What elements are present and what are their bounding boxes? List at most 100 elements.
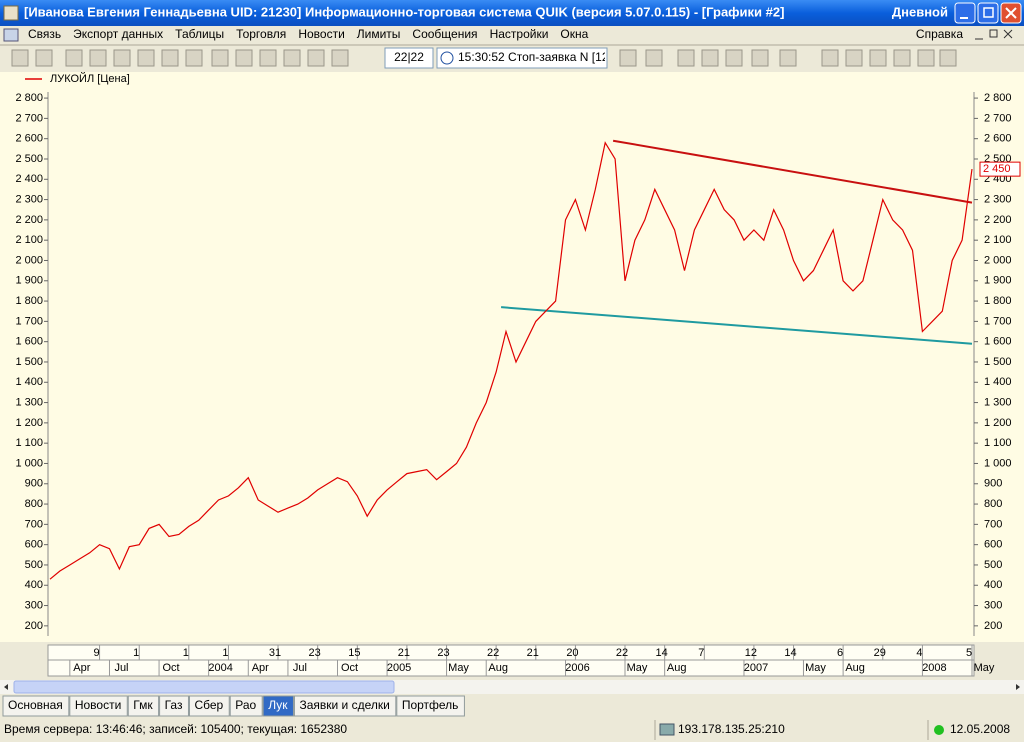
y2-tick-label: 1 600 [984,336,1012,348]
tool-button[interactable] [259,49,277,67]
y-tick-label: 2 400 [15,173,43,185]
tool-button[interactable] [821,49,839,67]
tab-label[interactable]: Газ [165,698,183,712]
menu-item[interactable]: Окна [560,27,588,41]
y2-tick-label: 1 100 [984,437,1012,449]
tool-button[interactable] [137,49,155,67]
y2-tick-label: 1 200 [984,417,1012,429]
tool-button[interactable] [65,49,83,67]
tab-label[interactable]: Заявки и сделки [299,698,389,712]
y2-tick-label: 1 000 [984,457,1012,469]
y-tick-label: 2 500 [15,153,43,165]
message: 15:30:52 Стоп-заявка N [122 [458,50,615,64]
mdi-buttons[interactable] [975,29,1013,40]
menu-item[interactable]: Настройки [490,27,549,41]
x-day-label: 15 [348,647,360,659]
tab-label[interactable]: Лук [268,698,288,712]
tool-button[interactable] [677,49,695,67]
x-day-label: 7 [698,647,704,659]
tool-button[interactable] [89,49,107,67]
x-day-label: 14 [656,647,668,659]
tool-button[interactable] [185,49,203,67]
menu-item[interactable]: Новости [298,27,344,41]
tool-button[interactable] [701,49,719,67]
menu-item[interactable]: Связь [28,27,61,41]
close-icon [1005,7,1017,19]
tool-button[interactable] [779,49,797,67]
tool-button[interactable] [283,49,301,67]
x-tick-label: May [805,662,826,674]
menu-item[interactable]: Сообщения [412,27,477,41]
menu-item[interactable]: Таблицы [175,27,224,41]
menu-item[interactable]: Экспорт данных [73,27,163,41]
toolbar [11,49,957,67]
tool-button[interactable] [331,49,349,67]
maximize-button[interactable] [977,2,999,24]
tool-button[interactable] [113,49,131,67]
tool-button[interactable] [917,49,935,67]
tool-button[interactable] [893,49,911,67]
y-tick-label: 2 800 [15,92,43,104]
menu-item[interactable]: Лимиты [357,27,401,41]
tab-label[interactable]: Гмк [133,698,153,712]
y-tick-label: 2 200 [15,214,43,226]
x-day-label: 5 [966,647,972,659]
x-day-label: 21 [527,647,539,659]
trendline [612,139,973,204]
x-tick-label: Aug [667,662,687,674]
tab[interactable] [2,695,70,717]
tool-button[interactable] [645,49,663,67]
last-price-box [979,161,1021,177]
tool-button[interactable] [845,49,863,67]
tab-label[interactable]: Новости [75,698,121,712]
y2-tick-label: 2 100 [984,234,1012,246]
message-box[interactable] [436,47,608,69]
y2-tick-label: 200 [984,620,1002,632]
tool-button[interactable] [161,49,179,67]
tool-button[interactable] [869,49,887,67]
y-tick-label: 1 900 [15,275,43,287]
y-tick-label: 200 [25,620,43,632]
chart: ЛУКОЙЛ [Цена] 200 200 300 300 400 400 500 500 600… [15,72,1021,677]
minimize-button[interactable] [954,2,976,24]
tab[interactable] [127,695,160,717]
y-tick-label: 900 [25,478,43,490]
y2-tick-label: 600 [984,539,1002,551]
y2-tick-label: 900 [984,478,1002,490]
y2-tick-label: 1 400 [984,376,1012,388]
y2-tick-label: 1 500 [984,356,1012,368]
tab-label[interactable]: Портфель [402,698,459,712]
tab[interactable] [229,695,263,717]
tool-button[interactable] [35,49,53,67]
menu-item[interactable]: Справка [916,27,963,41]
tool-button[interactable] [939,49,957,67]
tab[interactable] [396,695,465,717]
tab[interactable] [293,695,397,717]
tab[interactable] [159,695,189,717]
tool-button[interactable] [235,49,253,67]
tab-label[interactable]: Основная [8,698,63,712]
y2-tick-label: 2 600 [984,133,1012,145]
x-tick-label: 2004 [208,662,232,674]
status-server: Время сервера: 13:46:46; записей: 105400… [4,722,347,736]
y-tick-label: 1 000 [15,457,43,469]
tab-label[interactable]: Рао [235,698,256,712]
tool-button[interactable] [11,49,29,67]
menu-item[interactable]: Торговля [236,27,286,41]
y2-tick-label: 1 300 [984,396,1012,408]
tab[interactable] [188,695,230,717]
tool-button[interactable] [751,49,769,67]
tool-button[interactable] [725,49,743,67]
price-line [49,141,973,580]
scroll-thumb[interactable] [13,680,395,694]
tool-button[interactable] [211,49,229,67]
tab[interactable] [262,695,294,717]
tool-button[interactable] [619,49,637,67]
tab-label[interactable]: Сбер [194,698,223,712]
x-day-label: 12 [745,647,757,659]
y2-tick-label: 2 300 [984,193,1012,205]
tab[interactable] [69,695,128,717]
tool-button[interactable] [307,49,325,67]
